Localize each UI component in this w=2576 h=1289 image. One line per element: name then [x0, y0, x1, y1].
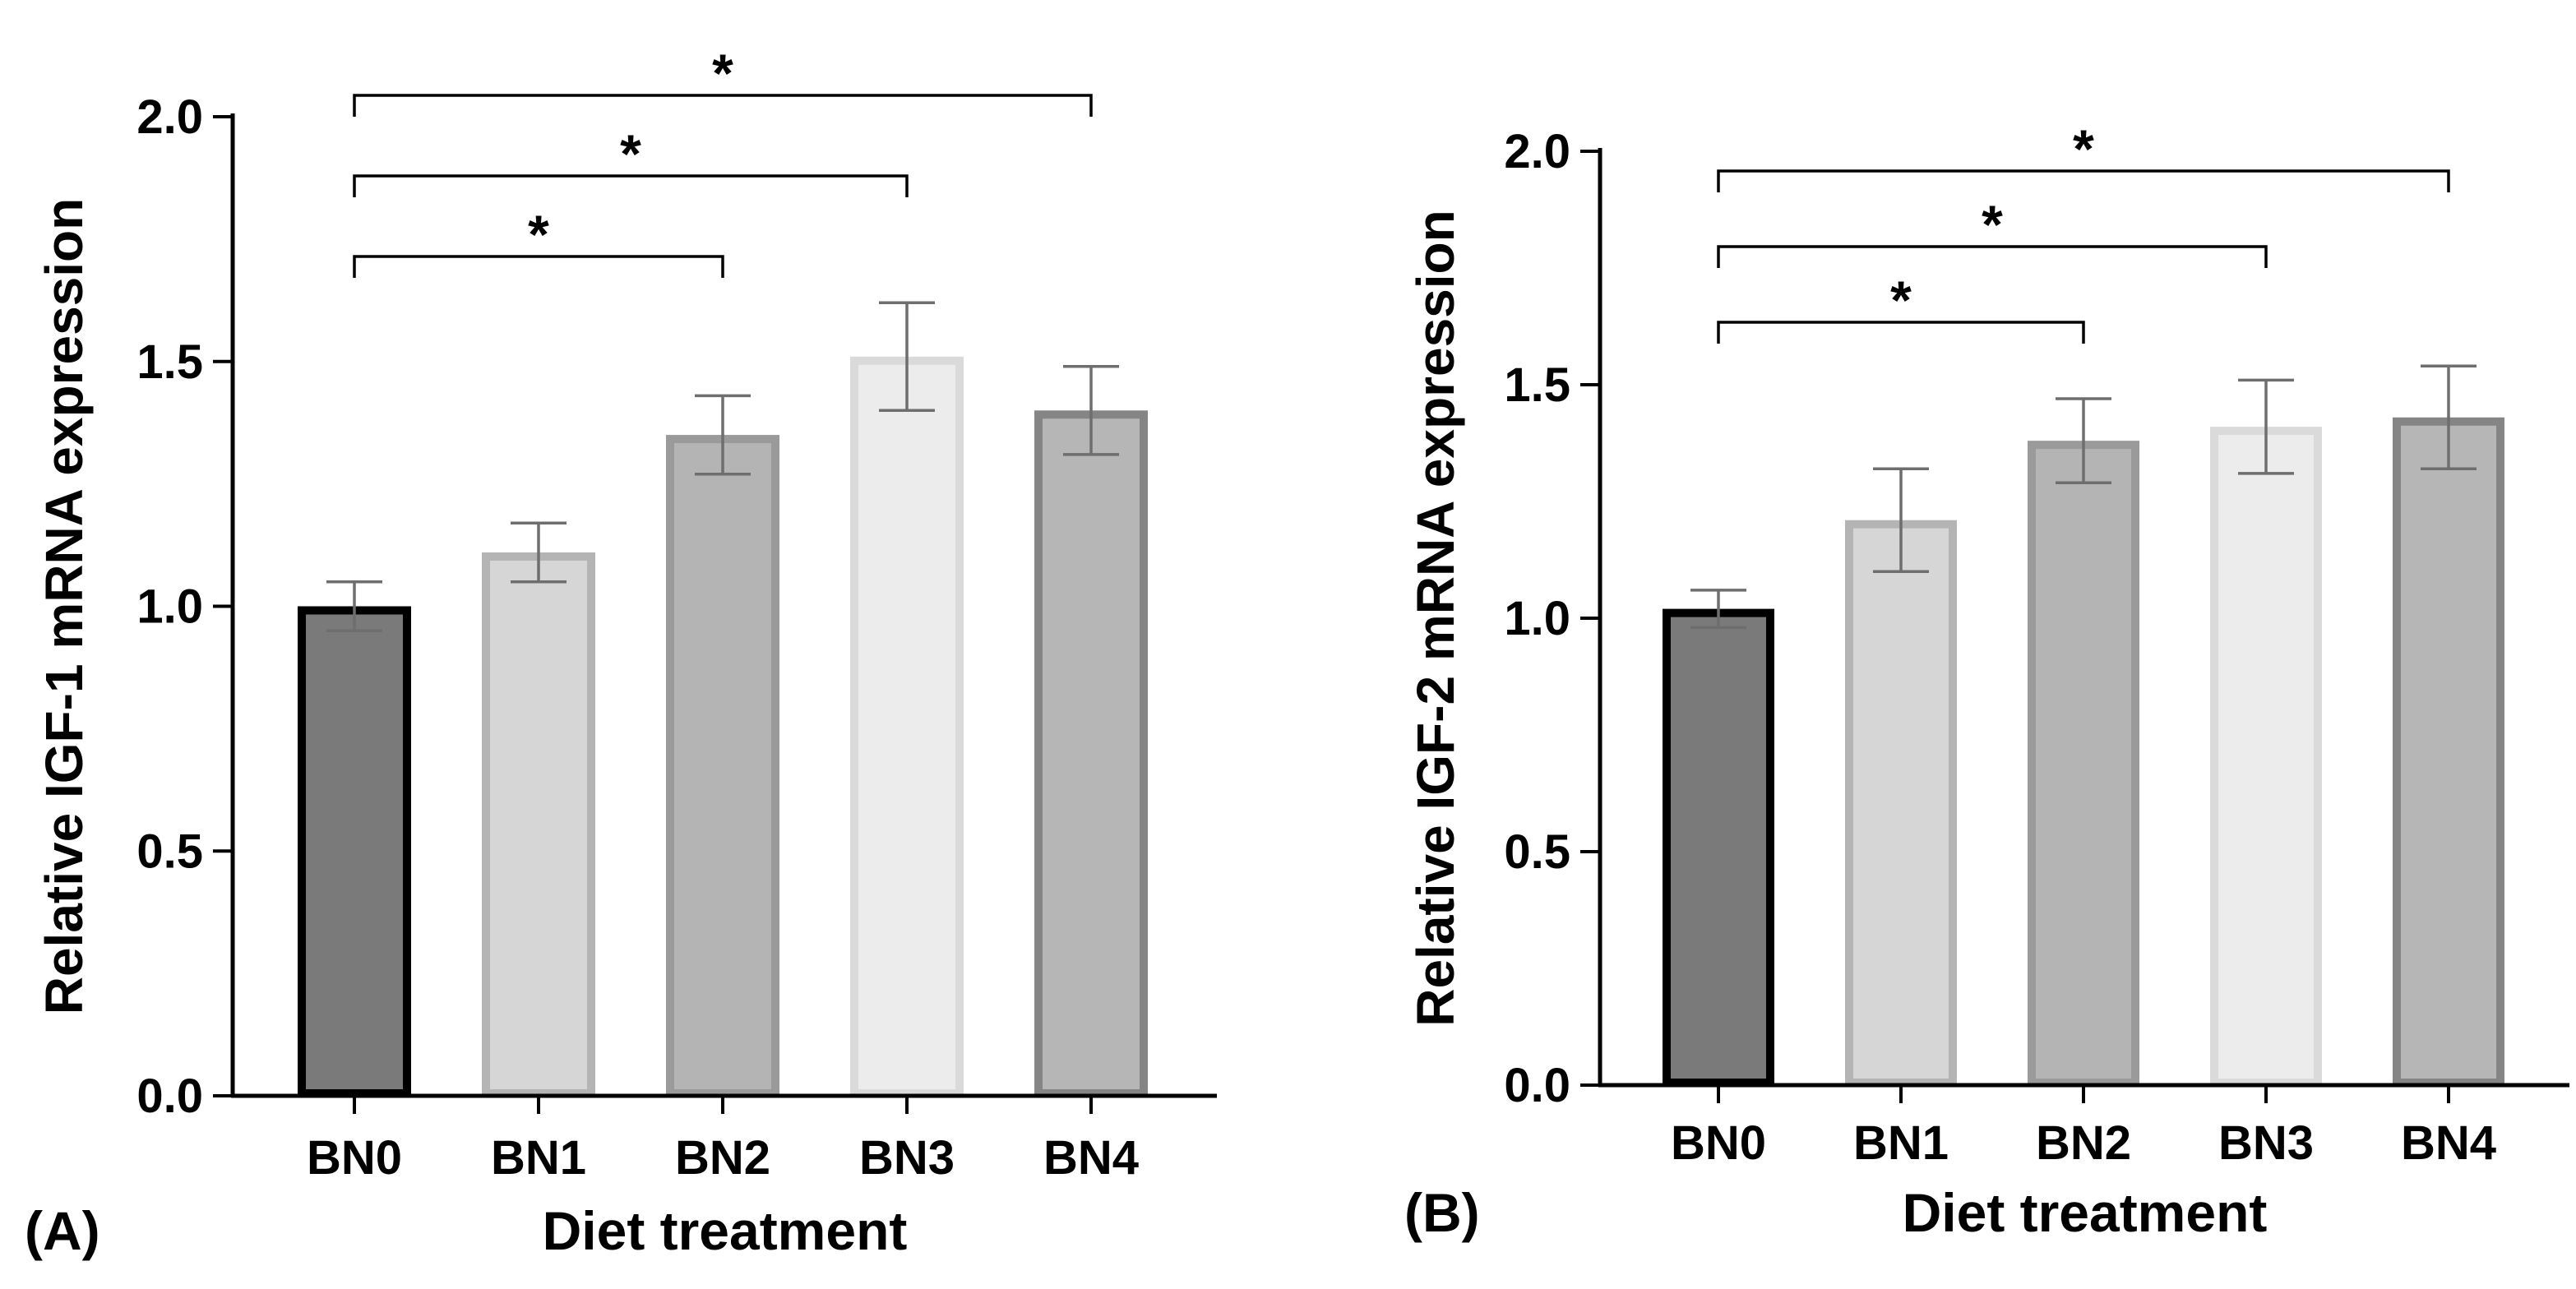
bar-a-bn3 [850, 356, 964, 1098]
chart-panel-b: 0.0 0.5 1.0 1.5 2.0 BN0 BN1 BN2 BN3 BN4 Relative I… [1404, 118, 2569, 1243]
x-tick-label-a-bn4: BN4 [1043, 1131, 1139, 1185]
y-tick-label-b: 2.0 [1504, 125, 1570, 178]
x-tick-label-b-bn3: BN3 [2218, 1116, 2314, 1170]
y-tick-label-a: 0.0 [136, 1070, 203, 1123]
y-tick-label-a: 2.0 [136, 90, 203, 144]
x-tick-label-a-bn3: BN3 [859, 1131, 955, 1185]
significance-star-b-bn3: * [1982, 194, 2003, 255]
bar-a-bn0 [298, 606, 411, 1097]
bar-b-bn1 [1845, 520, 1957, 1087]
bar-a-bn1 [482, 552, 595, 1097]
error-bar-b-bn3 [2238, 378, 2294, 475]
x-tick-label-b-bn4: BN4 [2401, 1116, 2496, 1170]
error-bar-b-bn4 [2421, 364, 2477, 470]
x-tick-label-a-bn0: BN0 [307, 1131, 402, 1185]
chart-panel-a: 0.0 0.5 1.0 1.5 2.0 BN0 BN1 BN2 BN3 BN4 Relative I… [25, 43, 1217, 1261]
y-axis-title-b: Relative IGF-2 mRNA expression [1406, 210, 1465, 1027]
error-bar-a-bn3 [879, 301, 935, 413]
y-tick-label-a: 1.5 [136, 335, 203, 389]
y-tick-label-b: 0.0 [1504, 1059, 1570, 1112]
significance-star-a-bn4: * [712, 43, 733, 104]
error-bar-b-bn0 [1690, 589, 1746, 630]
x-tick-label-b-bn2: BN2 [2036, 1116, 2131, 1170]
x-axis-title-a: Diet treatment [543, 1200, 908, 1261]
error-bar-a-bn4 [1063, 364, 1119, 456]
error-bar-b-bn1 [1873, 467, 1929, 573]
bar-b-bn0 [1663, 608, 1774, 1087]
y-tick-label-a: 0.5 [136, 825, 203, 878]
y-axis-title-a: Relative IGF-1 mRNA expression [35, 198, 94, 1015]
significance-bracket-a-bn3 [353, 174, 909, 197]
significance-star-b-bn2: * [1890, 270, 1912, 330]
bar-b-bn4 [2393, 417, 2504, 1087]
x-tick-label-a-bn2: BN2 [675, 1131, 770, 1185]
bar-b-bn2 [2028, 441, 2139, 1087]
significance-star-a-bn3: * [620, 123, 641, 184]
significance-star-b-bn4: * [2073, 118, 2094, 179]
y-tick-label-b: 1.5 [1504, 358, 1570, 412]
y-tick-label-b: 1.0 [1504, 592, 1570, 645]
y-tick-label-b: 0.5 [1504, 825, 1570, 879]
error-bar-a-bn1 [511, 521, 567, 584]
x-axis-title-b: Diet treatment [1903, 1182, 2268, 1243]
significance-bracket-b-bn4 [1717, 169, 2450, 192]
bar-b-bn3 [2210, 427, 2322, 1087]
significance-bracket-a-bn2 [353, 255, 724, 278]
error-bar-a-bn0 [326, 580, 382, 633]
y-tick-label-a: 1.0 [136, 580, 203, 634]
x-tick-label-a-bn1: BN1 [491, 1131, 586, 1185]
error-bar-a-bn2 [695, 394, 751, 476]
bar-a-bn2 [666, 435, 779, 1097]
significance-star-a-bn2: * [528, 204, 549, 265]
bar-a-bn4 [1034, 410, 1148, 1097]
x-tick-label-b-bn1: BN1 [1853, 1116, 1949, 1170]
panel-label-b: (B) [1404, 1182, 1480, 1243]
error-bar-b-bn2 [2056, 397, 2111, 485]
significance-bracket-b-bn3 [1717, 245, 2268, 268]
x-tick-label-b-bn0: BN0 [1671, 1116, 1766, 1170]
significance-bracket-b-bn2 [1717, 321, 2085, 344]
panel-label-a: (A) [25, 1200, 100, 1261]
significance-bracket-a-bn4 [353, 94, 1093, 117]
